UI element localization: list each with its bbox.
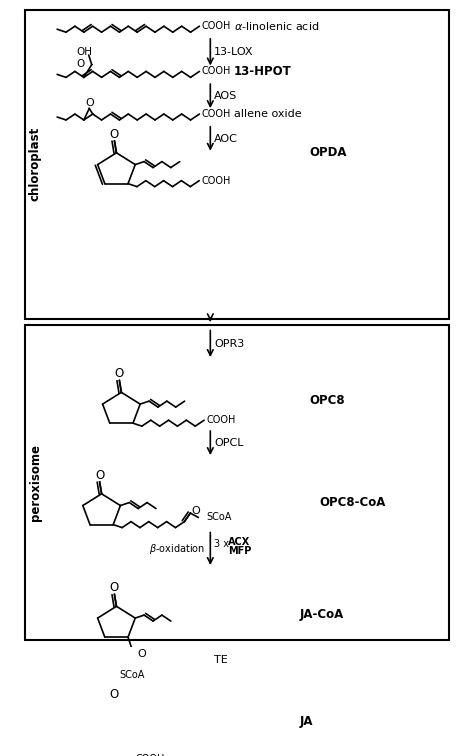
Text: COOH: COOH (201, 109, 231, 119)
Text: COOH: COOH (201, 175, 230, 186)
Text: OPR3: OPR3 (214, 339, 245, 349)
Text: OH: OH (77, 47, 93, 57)
Text: OPDA: OPDA (309, 147, 346, 160)
Text: peroxisome: peroxisome (29, 445, 42, 521)
Text: 3 x: 3 x (214, 540, 229, 550)
Text: COOH: COOH (206, 415, 236, 425)
Text: O: O (191, 506, 200, 516)
Text: SCoA: SCoA (119, 670, 145, 680)
Text: SCoA: SCoA (206, 513, 231, 522)
Text: AOC: AOC (214, 134, 238, 144)
Text: allene oxide: allene oxide (234, 109, 301, 119)
Bar (25, 10, 449, 319)
Text: COOH: COOH (201, 67, 231, 76)
Text: OPCL: OPCL (214, 438, 244, 448)
Text: O: O (85, 98, 94, 107)
Text: AOS: AOS (214, 91, 237, 101)
Text: 13-LOX: 13-LOX (214, 47, 254, 57)
Text: 13-HPOT: 13-HPOT (234, 65, 292, 78)
Text: OPC8: OPC8 (309, 395, 345, 407)
Text: $\it{\alpha}$-linolenic acid: $\it{\alpha}$-linolenic acid (234, 20, 319, 33)
Text: COOH: COOH (136, 754, 165, 756)
Text: O: O (110, 688, 119, 701)
Text: O: O (95, 469, 104, 482)
Text: JA: JA (299, 715, 313, 728)
Text: O: O (110, 128, 119, 141)
Text: O: O (137, 649, 146, 659)
Text: O: O (115, 367, 124, 380)
Text: MFP: MFP (228, 547, 252, 556)
Text: TE: TE (214, 655, 228, 665)
Bar (25, 325, 449, 640)
Text: OPC8-CoA: OPC8-CoA (319, 496, 385, 509)
Text: $\beta$-oxidation: $\beta$-oxidation (149, 542, 205, 556)
Text: O: O (110, 581, 119, 594)
Text: COOH: COOH (201, 21, 231, 31)
Text: O: O (77, 59, 85, 69)
Text: chloroplast: chloroplast (29, 127, 42, 201)
Text: JA-CoA: JA-CoA (299, 609, 344, 621)
Text: ACX: ACX (228, 537, 250, 547)
